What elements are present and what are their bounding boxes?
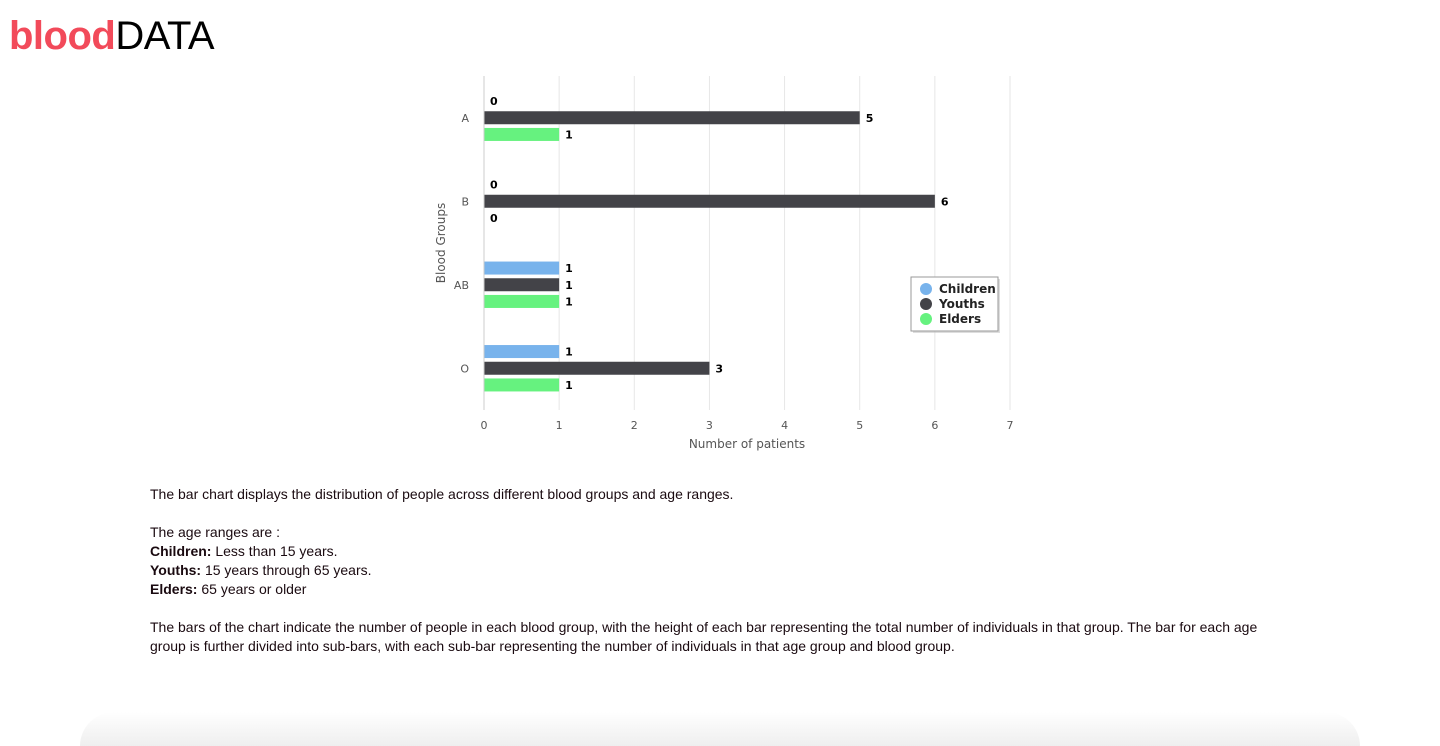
y-category-label: A <box>461 112 469 125</box>
data-label: 1 <box>565 379 573 392</box>
bar-elders-a[interactable] <box>484 127 560 141</box>
data-label: 6 <box>941 195 949 208</box>
x-tick-label: 7 <box>1007 419 1014 432</box>
x-tick-label: 5 <box>856 419 863 432</box>
y-axis-title: Blood Groups <box>434 203 448 283</box>
data-label: 1 <box>565 262 573 275</box>
bar-youths-a[interactable] <box>484 111 860 125</box>
data-label: 1 <box>565 128 573 141</box>
data-label: 5 <box>866 112 874 125</box>
bar-youths-o[interactable] <box>484 361 710 375</box>
age-range-elders: Elders: 65 years or older <box>150 580 1290 599</box>
bar-youths-ab[interactable] <box>484 278 560 292</box>
chart-description: The bar chart displays the distribution … <box>150 485 1290 656</box>
age-range-children: Children: Less than 15 years. <box>150 542 1290 561</box>
x-tick-label: 0 <box>481 419 488 432</box>
description-intro: The bar chart displays the distribution … <box>150 486 734 502</box>
x-tick-label: 6 <box>931 419 938 432</box>
bar-elders-o[interactable] <box>484 378 560 392</box>
legend-item-elders[interactable]: Elders <box>939 312 981 326</box>
chart-bars <box>484 111 935 392</box>
elders-label: Elders: <box>150 581 198 597</box>
age-range-youths: Youths: 15 years through 65 years. <box>150 561 1290 580</box>
data-label: 3 <box>715 362 723 375</box>
youths-text: 15 years through 65 years. <box>201 562 372 578</box>
legend-item-youths[interactable]: Youths <box>938 297 985 311</box>
brand-logo: bloodDATA <box>9 12 215 60</box>
data-label: 1 <box>565 279 573 292</box>
bar-children-ab[interactable] <box>484 261 560 275</box>
legend-marker-youths[interactable] <box>920 298 932 310</box>
bar-elders-ab[interactable] <box>484 294 560 308</box>
bar-youths-b[interactable] <box>484 194 935 208</box>
children-text: Less than 15 years. <box>211 543 338 559</box>
bar-children-o[interactable] <box>484 345 560 359</box>
brand-logo-blood: blood <box>9 14 116 58</box>
youths-label: Youths: <box>150 562 202 578</box>
children-label: Children: <box>150 543 212 559</box>
y-category-label: AB <box>454 279 469 292</box>
data-label: 1 <box>565 346 573 359</box>
x-axis-title: Number of patients <box>689 437 805 451</box>
data-label: 0 <box>490 212 498 225</box>
brand-logo-data: DATA <box>115 14 215 58</box>
x-tick-label: 4 <box>781 419 788 432</box>
legend-marker-elders[interactable] <box>920 313 932 325</box>
data-label: 0 <box>490 179 498 192</box>
data-label: 0 <box>490 95 498 108</box>
x-tick-label: 3 <box>706 419 713 432</box>
chart-gridlines <box>483 76 1011 410</box>
age-ranges-heading: The age ranges are : <box>150 524 280 540</box>
description-explanation: The bars of the chart indicate the numbe… <box>150 619 1258 654</box>
x-tick-label: 1 <box>556 419 563 432</box>
x-tick-label: 2 <box>631 419 638 432</box>
y-category-label: O <box>460 362 469 375</box>
legend-item-children[interactable]: Children <box>939 282 996 296</box>
elders-text: 65 years or older <box>197 581 307 597</box>
y-category-label: B <box>461 195 469 208</box>
footer-shadow <box>80 712 1360 746</box>
legend-marker-children[interactable] <box>920 283 932 295</box>
data-label: 1 <box>565 295 573 308</box>
